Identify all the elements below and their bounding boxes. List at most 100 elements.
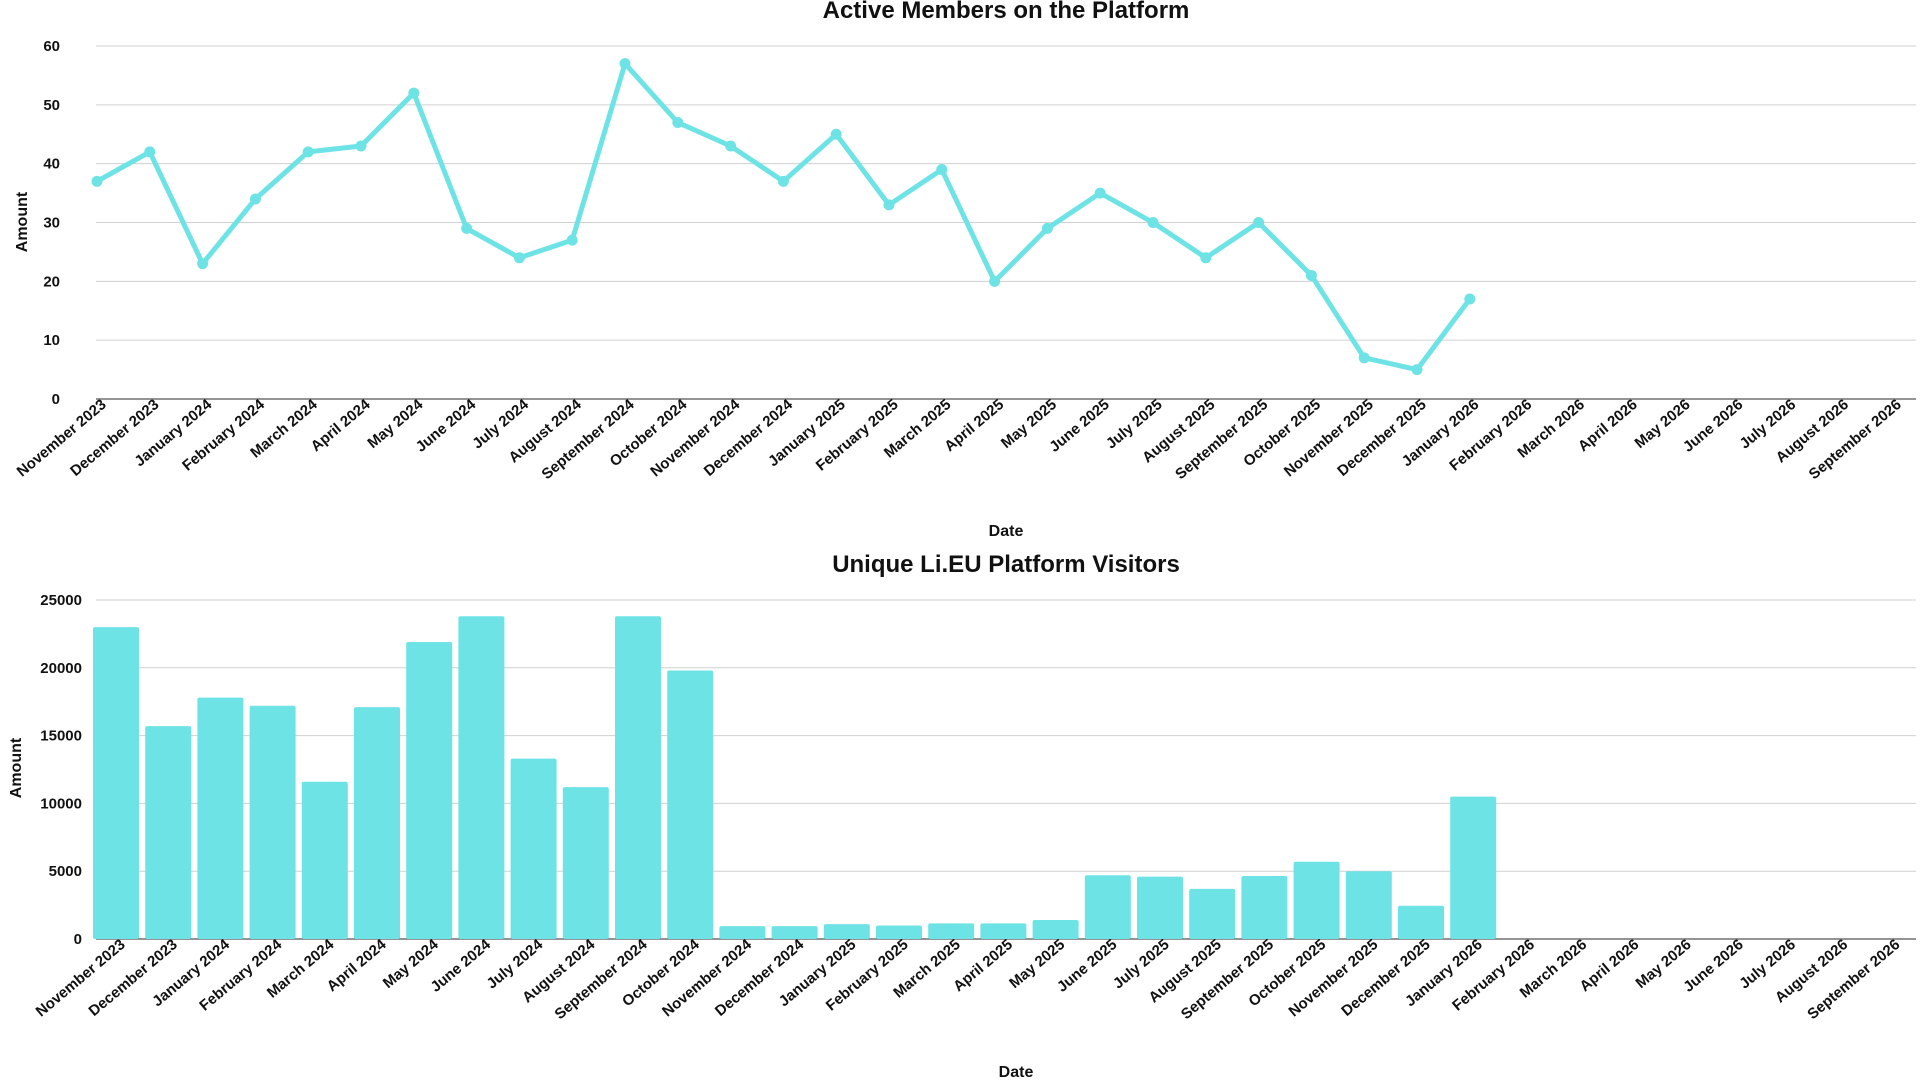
data-point (91, 175, 103, 187)
bar (1032, 920, 1079, 939)
data-point (1358, 352, 1370, 364)
bar (354, 707, 400, 939)
y-tick-label: 30 (43, 215, 60, 232)
data-point (936, 164, 948, 176)
x-tick-label: December 2023 (67, 396, 162, 480)
bar (1398, 905, 1444, 939)
bar (1189, 888, 1236, 939)
bar (615, 616, 661, 939)
y-tick-label: 15000 (40, 728, 82, 745)
chart-title: Unique Li.EU Platform Visitors (832, 551, 1180, 578)
data-point (1411, 364, 1423, 376)
bar (876, 925, 922, 939)
x-tick-label: December 2024 (701, 396, 797, 480)
y-tick-label: 40 (43, 156, 60, 173)
y-axis-label: Amount (14, 191, 31, 252)
y-tick-label: 20000 (40, 660, 82, 677)
y-tick-label: 5000 (49, 863, 82, 880)
bar (1241, 875, 1288, 939)
data-point (249, 193, 261, 205)
x-tick-label: June 2024 (413, 396, 480, 456)
x-tick-label: September 2025 (1172, 396, 1271, 483)
x-tick-label: April 2025 (941, 396, 1007, 455)
x-axis-label: Date (999, 1064, 1034, 1080)
bar (1084, 875, 1131, 939)
y-tick-label: 20 (43, 273, 60, 290)
bar (93, 627, 139, 939)
bar (197, 697, 244, 939)
data-point (1200, 252, 1212, 264)
bar (301, 781, 348, 939)
data-point (1464, 293, 1476, 305)
data-point (461, 222, 473, 234)
data-point (619, 58, 631, 70)
x-tick-label: November 2024 (647, 396, 743, 481)
data-point (830, 128, 842, 140)
x-axis-label: Date (989, 523, 1024, 540)
series-line (94, 61, 1473, 373)
x-tick-label: December 2025 (1334, 396, 1429, 480)
x-tick-label: April 2024 (308, 396, 374, 456)
x-tick-label: April 2024 (324, 936, 390, 996)
data-point (1094, 187, 1106, 199)
x-tick-label: December 2025 (1338, 936, 1433, 1020)
bar (928, 923, 975, 939)
y-tick-label: 0 (74, 931, 82, 948)
data-point (197, 258, 209, 270)
bar (249, 705, 296, 939)
data-point (566, 234, 578, 246)
x-tick-label: December 2023 (86, 936, 181, 1020)
x-tick-label: September 2025 (1178, 936, 1277, 1023)
data-point (144, 146, 156, 158)
y-tick-label: 25000 (40, 592, 82, 609)
data-point (1041, 222, 1053, 234)
bar (823, 924, 870, 939)
x-tick-label: November 2024 (659, 936, 755, 1021)
bar (771, 926, 818, 939)
bar (562, 787, 609, 939)
data-point (777, 175, 789, 187)
y-tick-label: 10 (43, 332, 60, 349)
x-tick-label: November 2023 (33, 936, 129, 1020)
chart-title: Active Members on the Platform (823, 0, 1190, 24)
x-tick-label: November 2025 (1285, 936, 1381, 1020)
x-tick-label: December 2024 (712, 936, 808, 1020)
chart-1: Active Members on the Platform 0 10 20 30 40 5… (14, 0, 1916, 540)
x-tick-label: April 2026 (1575, 396, 1641, 455)
data-point (725, 140, 737, 152)
y-tick-label: 10000 (40, 795, 82, 812)
bar (1450, 796, 1497, 939)
x-tick-label: September 2026 (1806, 396, 1905, 483)
bar (458, 616, 505, 939)
y-tick-label: 60 (43, 38, 60, 55)
y-axis-label: Amount (8, 737, 25, 798)
bar (980, 923, 1027, 939)
bar (1345, 871, 1392, 939)
bar (1137, 876, 1183, 939)
data-point (672, 116, 684, 128)
data-point (1305, 269, 1317, 281)
x-tick-label: September 2024 (551, 936, 651, 1023)
y-tick-label: 0 (52, 391, 60, 408)
x-tick-label: September 2024 (538, 396, 638, 483)
data-point (1147, 217, 1159, 228)
bar (667, 670, 714, 939)
data-point (1253, 217, 1265, 228)
x-tick-label: September 2026 (1804, 936, 1903, 1023)
data-point (355, 140, 367, 152)
bar (145, 726, 192, 939)
data-point (513, 252, 525, 264)
bar (1293, 861, 1340, 939)
y-tick-label: 50 (43, 97, 60, 114)
data-point (302, 146, 314, 158)
bar (510, 758, 557, 939)
x-tick-label: November 2023 (14, 396, 110, 480)
x-tick-label: November 2025 (1281, 396, 1377, 480)
bar (719, 926, 766, 939)
bar (406, 642, 453, 939)
data-point (408, 87, 420, 99)
data-point (989, 275, 1001, 287)
chart-2: Unique Li.EU Platform Visitors 0 5000 10000… (8, 551, 1916, 1080)
